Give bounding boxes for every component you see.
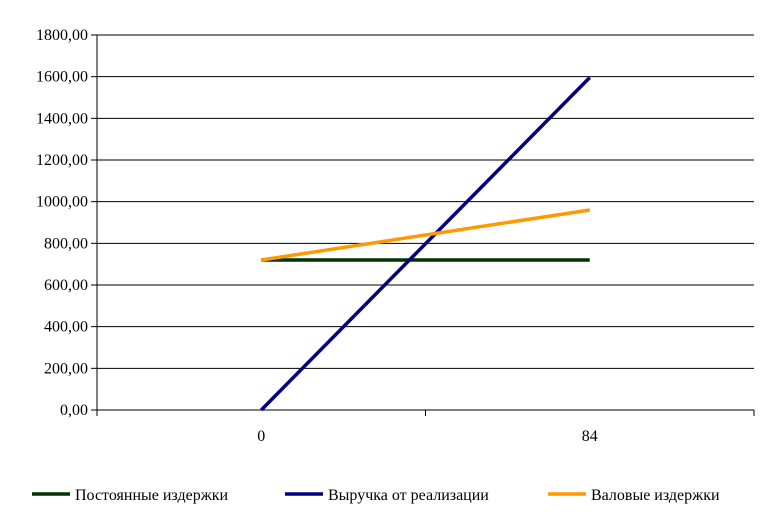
- y-tick-label: 1400,00: [36, 110, 88, 127]
- gridlines: [97, 34, 754, 369]
- x-tick-label: 0: [257, 428, 265, 445]
- y-tick-label: 0,00: [60, 402, 88, 419]
- x-tick-label: 84: [582, 428, 598, 445]
- axes: [91, 34, 755, 416]
- legend-label-2: Выручка от реализации: [328, 487, 489, 504]
- y-tick-label: 400,00: [44, 319, 88, 336]
- legend: Постоянные издержки Выручка от реализации…: [32, 487, 720, 504]
- series-line-2: [260, 76, 591, 412]
- y-tick-label: 1600,00: [36, 69, 88, 86]
- y-tick-label: 1200,00: [36, 152, 88, 169]
- legend-label-1: Постоянные издержки: [75, 487, 229, 504]
- series-lines: [260, 76, 591, 412]
- x-tick-labels: 0 84: [257, 428, 598, 445]
- y-tick-label: 1800,00: [36, 27, 88, 44]
- y-tick-label: 800,00: [44, 235, 88, 252]
- y-tick-labels: 0,00 200,00 400,00 600,00 800,00 1000,00 1200,…: [36, 27, 88, 419]
- series-line-3: [260, 208, 591, 262]
- y-tick-label: 600,00: [44, 277, 88, 294]
- legend-label-3: Валовые издержки: [591, 487, 720, 504]
- y-tick-label: 1000,00: [36, 194, 88, 211]
- y-tick-label: 200,00: [44, 360, 88, 377]
